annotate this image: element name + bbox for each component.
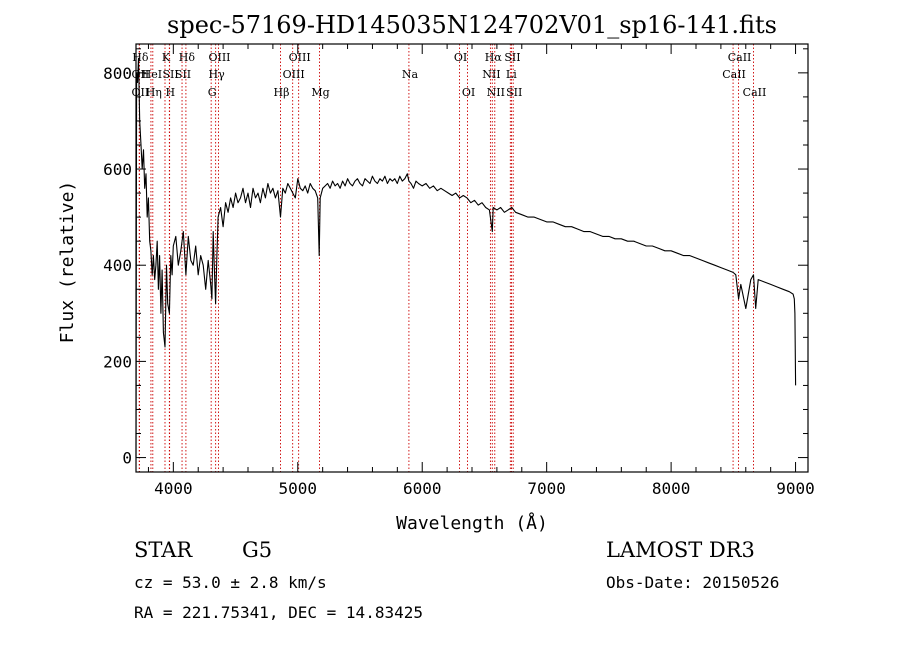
y-tick-label: 800	[103, 64, 132, 83]
line-marker-label: NII	[482, 68, 500, 81]
line-marker-label: OIII	[208, 51, 230, 64]
line-marker-label: NII	[487, 86, 505, 99]
y-axis-ticks: 0 200 400 600 800	[103, 48, 808, 468]
object-subclass: G5	[242, 538, 273, 562]
line-marker-label: OIII	[283, 68, 305, 81]
line-marker-label: Na	[402, 68, 419, 81]
observation-date: Obs-Date: 20150526	[606, 573, 780, 592]
line-marker-label: Hβ	[274, 86, 290, 99]
line-marker-label: SII	[506, 86, 522, 99]
x-tick-label: 8000	[652, 479, 691, 498]
line-marker-label: SII	[175, 68, 191, 81]
line-marker-label: SII	[162, 68, 178, 81]
line-marker-label: Hδ	[132, 51, 149, 64]
line-marker-label: HeI	[142, 68, 162, 81]
y-tick-label: 200	[103, 352, 132, 371]
x-tick-label: 5000	[279, 479, 318, 498]
line-marker-label: Hα	[485, 51, 503, 64]
chart-title: spec-57169-HD145035N124702V01_sp16-141.f…	[167, 11, 777, 39]
line-marker-label: Hγ	[209, 68, 226, 81]
x-tick-label: 4000	[154, 479, 193, 498]
survey-name: LAMOST DR3	[606, 538, 755, 562]
line-marker-label: OI	[454, 51, 467, 64]
y-tick-label: 0	[122, 449, 132, 468]
x-axis-label: Wavelength (Å)	[396, 512, 548, 534]
line-marker-label: OIII	[289, 51, 311, 64]
line-marker-label: Mg	[311, 86, 329, 99]
line-marker-label: CaII	[722, 68, 746, 81]
line-marker-label: H	[166, 86, 176, 99]
line-marker-label: CaII	[728, 51, 752, 64]
line-marker-label: Li	[506, 68, 517, 81]
line-marker-label: SII	[504, 51, 520, 64]
x-tick-label: 6000	[403, 479, 442, 498]
y-tick-label: 400	[103, 256, 132, 275]
coordinates: RA = 221.75341, DEC = 14.83425	[134, 603, 423, 622]
line-marker-label: CaII	[743, 86, 767, 99]
y-tick-label: 600	[103, 160, 132, 179]
x-tick-label: 7000	[527, 479, 566, 498]
line-marker-label: K	[162, 51, 171, 64]
line-marker-group	[138, 44, 754, 472]
line-marker-label: OI	[462, 86, 475, 99]
line-marker-label: G	[208, 86, 217, 99]
y-axis-label: Flux (relative)	[57, 181, 78, 344]
object-class: STAR	[134, 538, 193, 562]
spectrum-line	[135, 57, 797, 458]
x-axis-ticks: 4000 5000 6000 7000 8000 9000	[147, 44, 815, 498]
x-tick-label: 9000	[776, 479, 815, 498]
redshift-value: cz = 53.0 ± 2.8 km/s	[134, 573, 327, 592]
plot-frame	[135, 43, 809, 473]
line-marker-label: Hη	[146, 86, 162, 99]
line-marker-label: Hδ	[179, 51, 196, 64]
